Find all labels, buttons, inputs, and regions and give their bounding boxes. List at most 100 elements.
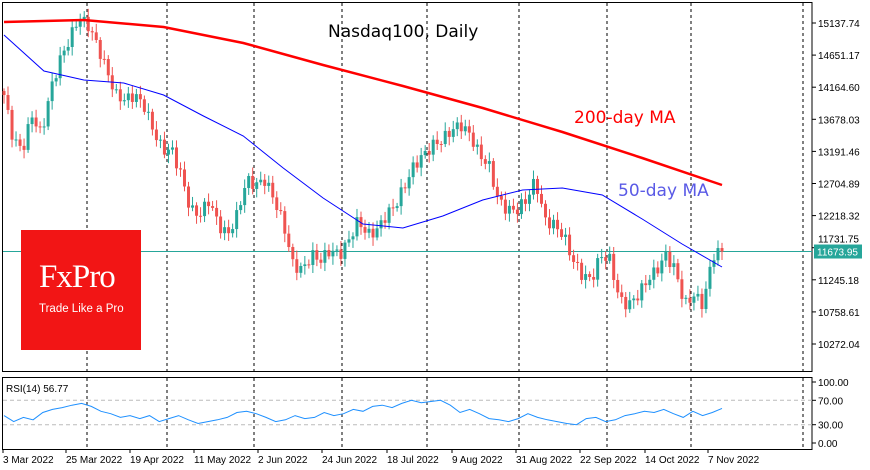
candle-body	[26, 124, 30, 150]
candle-body	[531, 178, 535, 195]
candle-body	[431, 139, 435, 155]
candle-body	[395, 206, 399, 209]
candle-body	[656, 267, 660, 274]
y-tick-label: 13191.46	[818, 147, 860, 158]
candle-body	[664, 251, 668, 261]
candle-body	[363, 227, 367, 233]
candle-body	[467, 126, 471, 133]
candle-body	[259, 179, 263, 183]
candle-body	[118, 89, 122, 102]
candle-body	[86, 16, 90, 32]
candle-body	[612, 253, 616, 280]
candle-body	[588, 274, 592, 277]
candle-body	[102, 58, 106, 60]
candle-body	[211, 206, 215, 208]
candle-body	[162, 139, 166, 155]
candle-body	[367, 228, 371, 233]
chart-title: Nasdaq100, Daily	[328, 22, 478, 42]
candle-body	[495, 186, 499, 196]
x-tick-label: 22 Sep 2022	[580, 455, 637, 466]
candle-body	[447, 130, 451, 137]
candle-body	[227, 227, 231, 234]
y-tick-label: 11245.18	[818, 276, 859, 287]
candle-body	[150, 111, 154, 130]
candle-body	[584, 274, 588, 280]
candle-body	[199, 215, 203, 217]
candle-body	[183, 169, 187, 187]
candle-body	[231, 229, 235, 234]
candle-body	[271, 182, 275, 198]
candle-body	[435, 139, 439, 144]
candle-body	[327, 250, 331, 257]
candle-body	[303, 264, 307, 267]
candle-body	[672, 263, 676, 268]
x-tick-label: 11 May 2022	[194, 455, 252, 466]
candle-body	[335, 249, 339, 251]
candle-body	[359, 217, 363, 228]
candle-body	[419, 155, 423, 168]
candle-body	[275, 197, 279, 211]
candle-body	[668, 251, 672, 268]
candle-body	[620, 292, 624, 297]
candle-body	[383, 220, 387, 223]
candle-body	[572, 255, 576, 262]
rsi-tick-label: 100.00	[818, 378, 849, 389]
candle-body	[215, 207, 219, 217]
candle-body	[355, 217, 359, 237]
candle-body	[2, 91, 6, 96]
x-tick-label: 25 Mar 2022	[66, 455, 123, 466]
candle-body	[30, 117, 34, 125]
candle-body	[94, 32, 98, 41]
candle-body	[207, 201, 211, 207]
candle-body	[511, 205, 515, 210]
candle-body	[315, 250, 319, 260]
candle-body	[154, 129, 158, 141]
x-tick-label: 14 Oct 2022	[645, 455, 700, 466]
candle-body	[624, 296, 628, 310]
candle-body	[415, 162, 419, 168]
candle-body	[527, 194, 531, 204]
candle-body	[411, 162, 415, 178]
candle-body	[287, 233, 291, 248]
candle-body	[507, 205, 511, 214]
candle-body	[688, 297, 692, 303]
candle-body	[291, 247, 295, 260]
candle-body	[423, 150, 427, 156]
y-tick-label: 13678.03	[818, 115, 860, 126]
rsi-line	[3, 399, 723, 426]
current-price-label: 11673.95	[817, 248, 858, 259]
candle-body	[22, 145, 26, 150]
candle-body	[323, 250, 327, 263]
candle-body	[519, 199, 523, 215]
candle-body	[443, 130, 447, 145]
candle-body	[592, 276, 596, 280]
candle-body	[243, 187, 247, 206]
candle-body	[652, 267, 656, 280]
rsi-panel-frame	[2, 377, 813, 450]
candle-body	[403, 187, 407, 189]
candle-body	[712, 260, 716, 267]
x-tick-label: 9 Aug 2022	[452, 455, 503, 466]
candle-body	[138, 94, 142, 100]
candle-body	[70, 27, 74, 47]
candle-body	[247, 175, 251, 188]
candle-body	[696, 293, 700, 297]
candle-body	[708, 266, 712, 289]
logo-tagline: Trade Like a Pro	[39, 303, 124, 315]
candle-body	[499, 195, 503, 200]
candle-body	[475, 144, 479, 147]
candle-body	[720, 248, 724, 252]
candle-body	[158, 139, 162, 141]
candle-body	[235, 210, 239, 230]
candle-body	[455, 122, 459, 130]
candle-body	[38, 126, 42, 128]
main-panel-frame	[2, 2, 813, 372]
x-tick-label: 7 Nov 2022	[708, 455, 760, 466]
candle-body	[632, 298, 636, 301]
rsi-tick-label: 70.00	[818, 396, 843, 407]
candle-body	[564, 234, 568, 237]
candle-body	[580, 262, 584, 280]
candle-body	[491, 161, 495, 187]
candle-body	[166, 149, 170, 155]
candle-body	[539, 193, 543, 204]
